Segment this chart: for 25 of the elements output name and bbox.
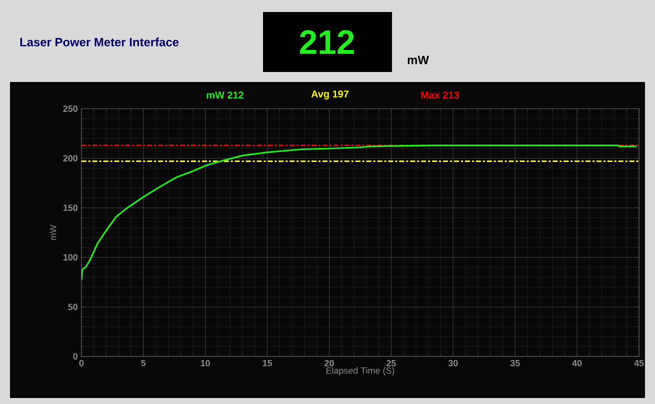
ref-line-label: Max 213	[421, 91, 460, 99]
y-tick-label: 50	[68, 304, 78, 310]
ref-line-label: Avg 197	[311, 90, 348, 100]
x-tick-label: 5	[141, 360, 146, 366]
x-tick-label: 20	[324, 360, 334, 366]
line-series	[81, 144, 638, 281]
text: 212	[300, 30, 354, 54]
chart-title: Laser Power Meter Interface	[20, 38, 179, 46]
x-tick-label: 15	[262, 360, 272, 366]
text: mW 212	[206, 92, 244, 98]
y-tick-label: 100	[63, 254, 78, 261]
x-tick-label: 45	[634, 360, 644, 366]
y-tick-label: 0	[73, 353, 78, 360]
text: mW	[408, 56, 429, 64]
x-tick-label: 40	[572, 360, 582, 366]
x-axis-title: Elapsed Time (S)	[326, 367, 394, 376]
x-tick-label: 35	[510, 360, 520, 366]
y-axis-title: mW	[50, 224, 56, 240]
x-tick-label: 10	[200, 360, 210, 366]
y-tick-label: 200	[63, 155, 78, 162]
y-tick-label: 150	[63, 204, 78, 211]
x-tick-label: 25	[386, 360, 396, 366]
x-tick-label: 0	[79, 360, 84, 366]
x-tick-label: 30	[448, 360, 458, 366]
y-tick-label: 250	[63, 106, 78, 112]
